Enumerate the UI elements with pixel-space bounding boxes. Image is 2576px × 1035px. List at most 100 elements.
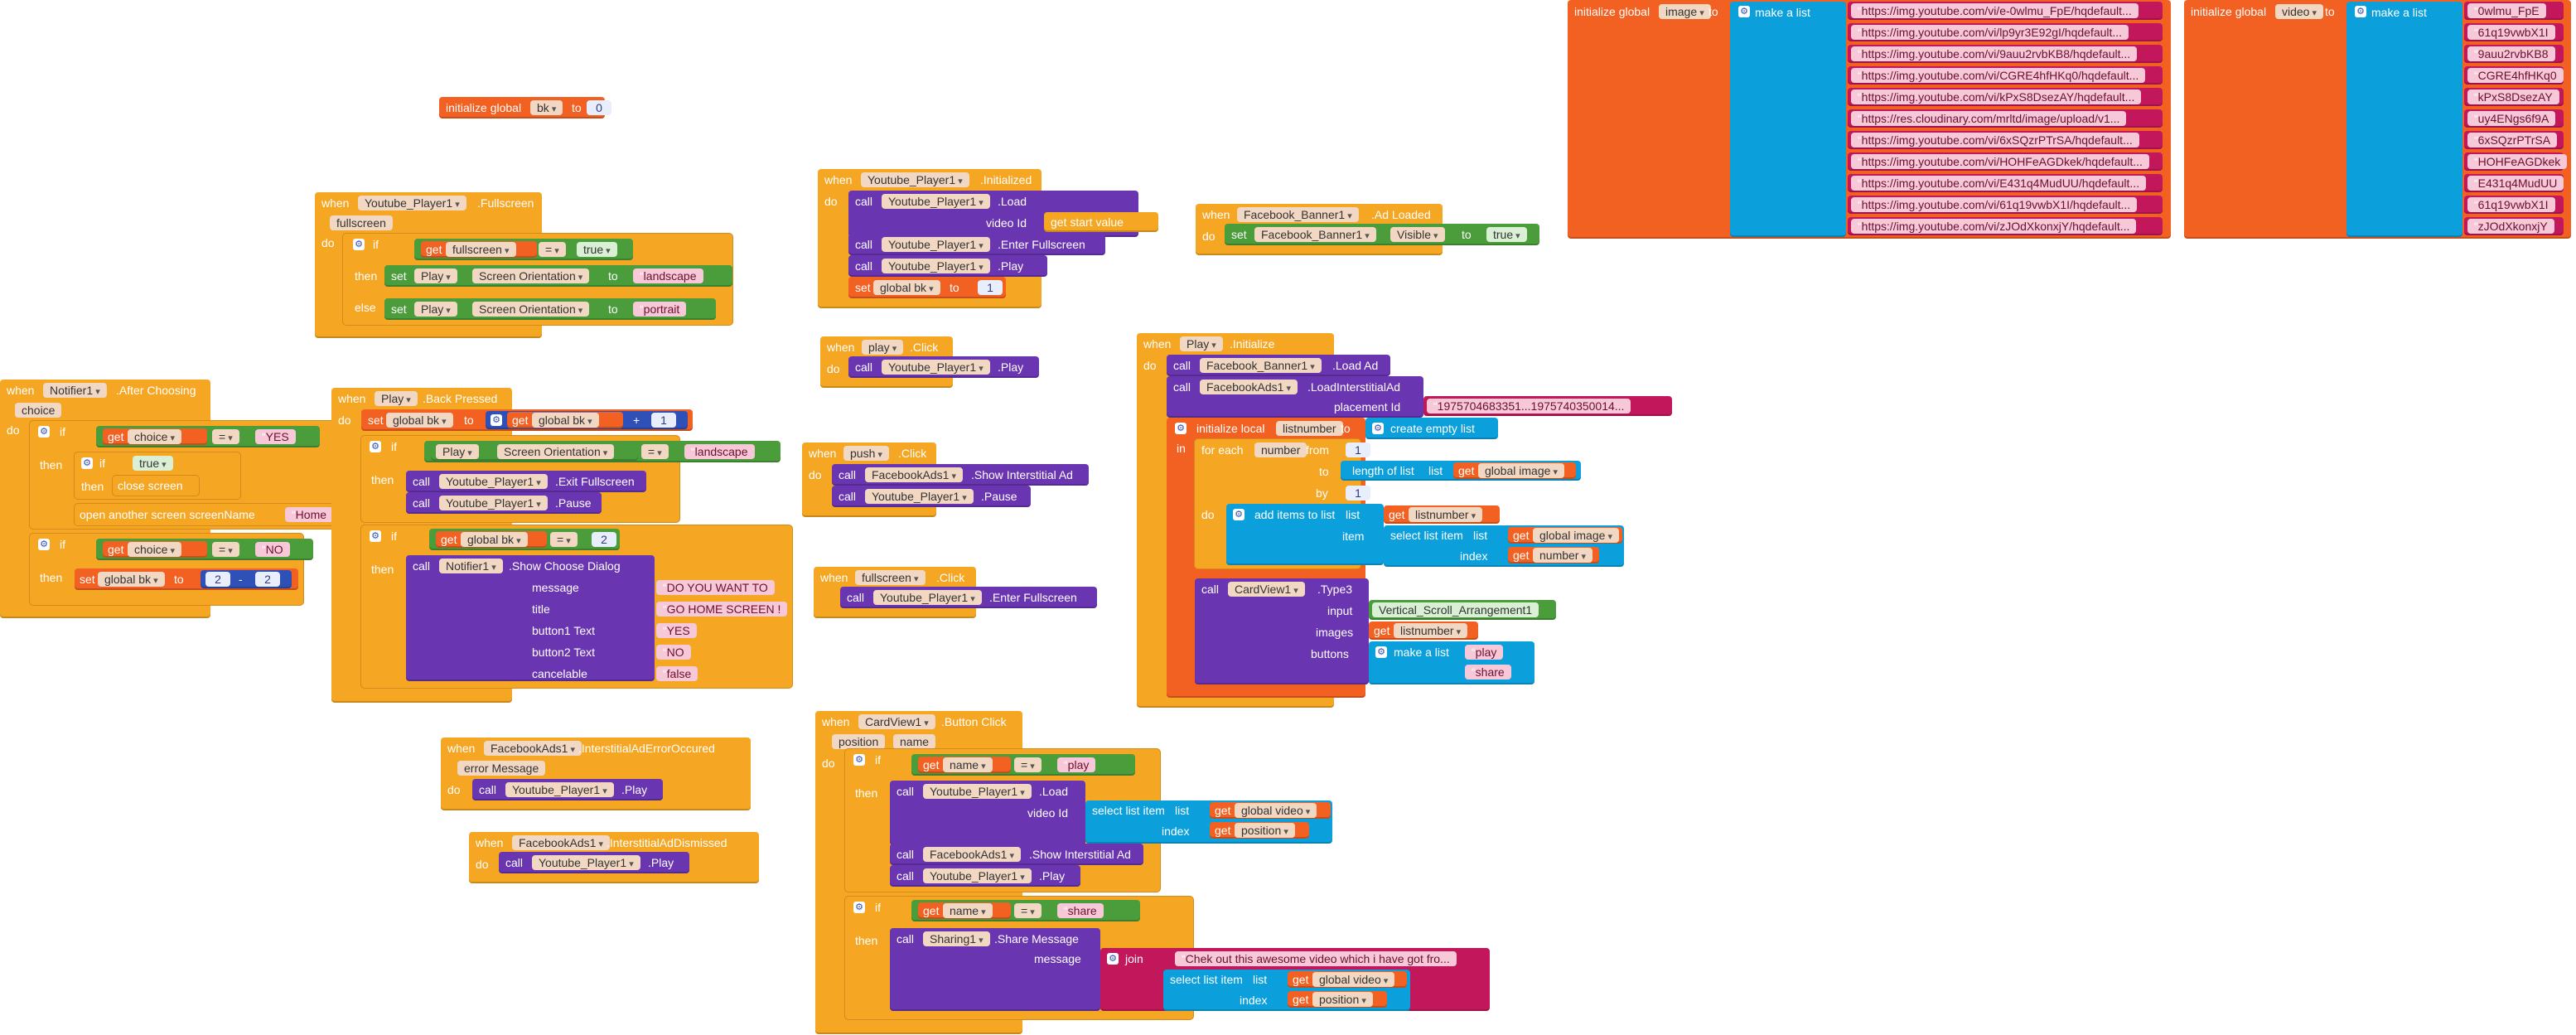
gear-icon[interactable]: ⚙	[81, 457, 93, 469]
true-dropdown[interactable]: true	[577, 242, 617, 257]
gear-icon[interactable]: ⚙	[853, 754, 865, 766]
open-another-screen-block[interactable]: open another screen screenName Home	[75, 504, 356, 525]
operator-dropdown[interactable]: =	[1014, 757, 1042, 772]
gear-icon[interactable]: ⚙	[353, 239, 365, 250]
list-item-text-block[interactable]: 61q19vwbX1I	[2464, 196, 2564, 214]
component-dropdown[interactable]: Facebook_Banner1	[1237, 207, 1359, 222]
list-item-text[interactable]: 9auu2rvbKB8	[2467, 46, 2555, 61]
list-item-text-block[interactable]: 9auu2rvbKB8	[2464, 45, 2564, 63]
var-dropdown[interactable]: global bk	[461, 532, 528, 547]
compare-choice-yes[interactable]: get choice = YES	[96, 426, 320, 447]
list-item-text-block[interactable]: https://img.youtube.com/vi/E431q4MudUU/h…	[1848, 174, 2163, 192]
get-block[interactable]: get number	[1508, 547, 1599, 563]
value-number[interactable]: 2	[205, 572, 230, 587]
var-dropdown[interactable]: global bk	[532, 413, 599, 428]
var-dropdown[interactable]: global bk	[873, 280, 940, 295]
component-dropdown[interactable]: push	[843, 446, 889, 461]
list-item-text-block[interactable]: zJOdXkonxjY	[2464, 217, 2564, 235]
make-a-list-block[interactable]: ⚙ make a list	[2346, 2, 2462, 237]
component-dropdown[interactable]: Youtube_Player1	[861, 172, 969, 187]
text-placement-id[interactable]: 1975704683351...1975740350014...	[1423, 396, 1672, 416]
component-dropdown[interactable]: Play	[375, 391, 418, 406]
property-dropdown[interactable]: Screen Orientation	[472, 268, 590, 283]
list-item-text[interactable]: 61q19vwbX1I	[2467, 197, 2555, 212]
list-item-text-block[interactable]: https://img.youtube.com/vi/9auu2rvbKB8/h…	[1848, 45, 2163, 63]
component-dropdown[interactable]: FacebookAds1	[865, 467, 963, 482]
var-name-image[interactable]: image	[1659, 4, 1711, 19]
get-block[interactable]: get position	[1210, 822, 1309, 839]
placement-id-text[interactable]: 1975704683351...1975740350014...	[1427, 399, 1631, 414]
call-youtube-enter-fullscreen[interactable]: call Youtube_Player1 .Enter Fullscreen	[840, 587, 1097, 608]
set-orientation-landscape[interactable]: set Play Screen Orientation to landscape	[384, 265, 732, 287]
get-listnumber-block[interactable]: get listnumber	[1369, 621, 1478, 640]
component-dropdown[interactable]: Youtube_Player1	[882, 360, 990, 375]
list-item-text-block[interactable]: https://img.youtube.com/vi/6xSQzrPTrSA/h…	[1848, 131, 2163, 149]
list-item-text[interactable]: CGRE4hfHKq0	[2467, 68, 2564, 83]
list-item-text-block[interactable]: uy4ENgs6f9A	[2464, 109, 2564, 128]
list-item-text-block[interactable]: 61q19vwbX1I	[2464, 23, 2564, 41]
list-item-text[interactable]: 0wlmu_FpE	[2467, 3, 2546, 18]
get-block[interactable]: get global image	[1508, 527, 1622, 544]
init-global-video-block[interactable]: initialize global video to ⚙ make a list…	[2184, 0, 2571, 239]
call-youtube-play[interactable]: call Youtube_Player1 .Play	[890, 865, 1080, 887]
compare-block[interactable]: get fullscreen = true	[414, 239, 633, 260]
list-item-text[interactable]: https://img.youtube.com/vi/E431q4MudUU/h…	[1851, 176, 2147, 191]
add-items-to-list[interactable]: ⚙ add items to list list item	[1226, 504, 1384, 565]
var-name-bk[interactable]: bk	[530, 100, 563, 115]
component-dropdown[interactable]: Youtube_Player1	[882, 237, 990, 252]
text-yes[interactable]: YES	[255, 429, 296, 444]
component-dropdown[interactable]: Notifier1	[43, 383, 107, 398]
gear-icon[interactable]: ⚙	[38, 539, 50, 550]
list-item-text-block[interactable]: 0wlmu_FpE	[2464, 2, 2564, 20]
init-global-bk-block[interactable]: initialize global bk to 0	[439, 97, 611, 118]
component-dropdown[interactable]: Youtube_Player1	[882, 259, 990, 273]
operator-dropdown[interactable]: =	[641, 444, 669, 459]
list-item-text[interactable]: https://img.youtube.com/vi/6xSQzrPTrSA/h…	[1851, 133, 2139, 148]
call-youtube-play[interactable]: call Youtube_Player1 .Play	[499, 852, 689, 873]
var-dropdown[interactable]: global image	[1533, 528, 1619, 543]
gear-icon[interactable]: ⚙	[1738, 6, 1750, 17]
var-dropdown[interactable]: number	[1533, 548, 1593, 563]
list-item-text[interactable]: https://img.youtube.com/vi/CGRE4hfHKq0/h…	[1851, 68, 2146, 83]
text-landscape[interactable]: landscape	[633, 268, 703, 283]
value-number[interactable]: 0	[587, 100, 611, 115]
get-block[interactable]: get global bk	[436, 531, 547, 548]
set-orientation-portrait[interactable]: set Play Screen Orientation to portrait	[384, 298, 716, 320]
component-dropdown[interactable]: Play	[436, 444, 479, 459]
compare-choice-no[interactable]: get choice = NO	[96, 539, 313, 560]
list-item-text[interactable]: zJOdXkonxjY	[2467, 219, 2554, 234]
value-number[interactable]: 2	[592, 532, 616, 547]
var-dropdown[interactable]: global image	[1478, 463, 1564, 478]
component-dropdown[interactable]: Play	[414, 268, 457, 283]
operator-dropdown[interactable]: =	[212, 429, 239, 444]
component-dropdown[interactable]: FacebookAds1	[512, 835, 610, 850]
local-var-name[interactable]: listnumber	[1276, 421, 1343, 436]
compare-name-share[interactable]: get name = share	[911, 900, 1140, 921]
list-item-text-block[interactable]: 6xSQzrPTrSA	[2464, 131, 2564, 149]
var-dropdown[interactable]: listnumber	[1409, 507, 1483, 522]
get-block[interactable]: get name	[918, 902, 1011, 919]
share-message-text[interactable]: Chek out this awesome video which i have…	[1175, 951, 1457, 966]
component-dropdown[interactable]: Play	[1180, 336, 1223, 351]
list-item-text-block[interactable]: https://img.youtube.com/vi/kPxS8DsezAY/h…	[1848, 88, 2163, 106]
call-load-interstitial[interactable]: call FacebookAds1 .LoadInterstitialAd pl…	[1167, 376, 1423, 418]
text-play[interactable]: play	[1465, 645, 1504, 660]
gear-icon[interactable]: ⚙	[491, 414, 502, 426]
component-dropdown[interactable]: Youtube_Player1	[505, 782, 614, 797]
get-block[interactable]: get choice	[103, 541, 207, 558]
set-global-bk-minus[interactable]: set global bk to 2 - 2	[75, 568, 298, 590]
list-item-text-block[interactable]: https://img.youtube.com/vi/CGRE4hfHKq0/h…	[1848, 66, 2163, 85]
property-dropdown[interactable]: Visible	[1390, 227, 1445, 242]
component-dropdown[interactable]: CardView1	[858, 714, 935, 729]
list-item-text-block[interactable]: https://img.youtube.com/vi/61q19vwbX1I/h…	[1848, 196, 2163, 214]
gear-icon[interactable]: ⚙	[1372, 423, 1384, 434]
text-play[interactable]: play	[1057, 757, 1096, 772]
list-item-text[interactable]: https://img.youtube.com/vi/kPxS8DsezAY/h…	[1851, 89, 2142, 104]
component-dropdown[interactable]: Facebook_Banner1	[1200, 358, 1322, 373]
operator-dropdown[interactable]: =	[212, 542, 239, 557]
var-dropdown[interactable]: global bk	[98, 572, 165, 587]
var-dropdown[interactable]: choice	[128, 542, 182, 557]
list-item-text[interactable]: https://img.youtube.com/vi/9auu2rvbKB8/h…	[1851, 46, 2138, 61]
list-item-text[interactable]: kPxS8DsezAY	[2467, 89, 2559, 104]
component-dropdown[interactable]: Youtube_Player1	[358, 196, 466, 210]
